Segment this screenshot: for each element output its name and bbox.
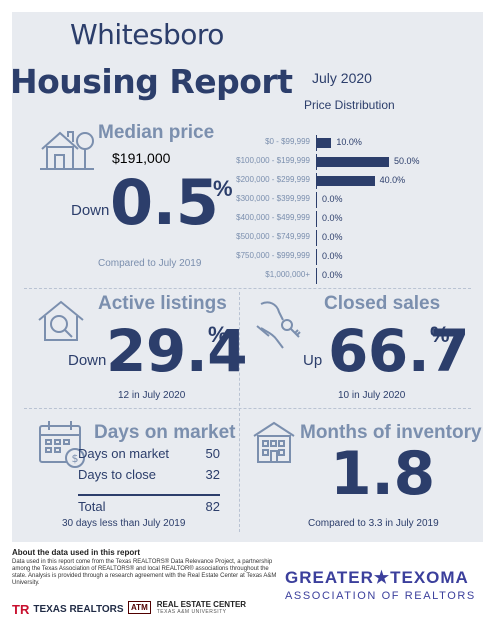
- closed-sales-note: 10 in July 2020: [338, 390, 406, 401]
- price-bar-axis: [316, 230, 317, 246]
- dom-total-row: Total 82: [78, 494, 220, 520]
- atm-mark: ATM: [128, 601, 151, 614]
- assoc-line2: ASSOCIATION OF REALTORS: [285, 590, 476, 602]
- city-title: Whitesboro: [70, 18, 224, 51]
- divider-vertical: [239, 292, 240, 532]
- price-bar-label: $400,000 - $499,999: [236, 213, 310, 222]
- price-bar-label: $500,000 - $749,999: [236, 232, 310, 241]
- closed-sales-title: Closed sales: [324, 293, 441, 314]
- real-estate-center-text: REAL ESTATE CENTER: [156, 600, 247, 609]
- price-bar-value: 50.0%: [394, 156, 420, 166]
- price-bar-value: 0.0%: [322, 194, 343, 204]
- divider-top: [24, 288, 471, 289]
- house-tree-icon: [38, 125, 96, 173]
- price-bar-label: $1,000,000+: [265, 270, 310, 279]
- price-bar-axis: [316, 249, 317, 265]
- price-bar-row: $200,000 - $299,999 40.0%: [236, 173, 470, 189]
- price-bar-row: $1,000,000+ 0.0%: [240, 268, 470, 284]
- calendar-dollar-icon: $: [37, 418, 87, 470]
- price-bar-row: $100,000 - $199,999 50.0%: [236, 154, 470, 170]
- price-bar-label: $200,000 - $299,999: [236, 175, 310, 184]
- price-distribution-title: Price Distribution: [304, 98, 395, 112]
- days-on-market-note: 30 days less than July 2019: [62, 518, 186, 529]
- price-bar-row: $750,000 - $999,999 0.0%: [236, 249, 470, 265]
- price-bar-value: 0.0%: [322, 270, 343, 280]
- price-bar-axis: [316, 211, 317, 227]
- days-on-market-table: Days on market 50 Days to close 32 Total…: [78, 446, 220, 520]
- price-bar-row: $400,000 - $499,999 0.0%: [236, 211, 470, 227]
- days-on-market-title: Days on market: [94, 422, 236, 443]
- price-bar-value: 40.0%: [379, 175, 406, 185]
- dom-row-value: 32: [205, 467, 220, 482]
- greater-texoma-logo: GREATER★TEXOMA ASSOCIATION OF REALTORS: [285, 568, 476, 612]
- price-bar-value: 10.0%: [336, 137, 362, 147]
- closed-sales-change: 66.7: [328, 317, 470, 385]
- price-bar-value: 0.0%: [322, 251, 343, 261]
- median-price-direction: Down: [71, 202, 110, 219]
- months-inventory-title: Months of inventory: [300, 422, 482, 443]
- dom-row-label: Days to close: [78, 467, 157, 482]
- price-bar-axis: [316, 192, 317, 208]
- dom-row: Days to close 32: [78, 467, 220, 488]
- about-text: Data used in this report come from the T…: [12, 559, 277, 586]
- real-estate-center-sub: TEXAS A&M UNIVERSITY: [156, 609, 227, 615]
- report-title: Housing Report: [10, 62, 293, 101]
- price-bar-axis: [316, 268, 317, 284]
- about-title: About the data used in this report: [12, 548, 141, 557]
- price-bar-axis: [316, 154, 317, 170]
- price-bar-label: $100,000 - $199,999: [236, 156, 310, 165]
- price-bar: [317, 157, 389, 167]
- price-bar-label: $750,000 - $999,999: [236, 251, 310, 260]
- house-magnifier-icon: [36, 298, 86, 344]
- closed-sales-percent: %: [430, 322, 450, 347]
- median-price-title: Median price: [98, 122, 215, 143]
- price-bar-row: $0 - $99,999 10.0%: [240, 135, 470, 151]
- assoc-line1: GREATER★TEXOMA: [285, 568, 469, 587]
- closed-sales-direction: Up: [303, 352, 323, 369]
- svg-text:$: $: [72, 452, 79, 465]
- building-icon: [250, 420, 298, 464]
- dom-row-label: Days on market: [78, 446, 170, 461]
- price-bar: [317, 138, 332, 148]
- price-bar-axis: [316, 173, 317, 189]
- active-listings-percent: %: [208, 322, 228, 347]
- texas-realtors-mark: TR: [12, 602, 30, 617]
- price-bar: [317, 176, 375, 186]
- hand-keys-icon: [255, 298, 305, 350]
- months-inventory-value: 1.8: [330, 439, 435, 509]
- price-bar-value: 0.0%: [322, 213, 343, 223]
- active-listings-change: 29.4: [106, 317, 248, 385]
- dom-total-value: 82: [205, 499, 220, 514]
- median-price-value: $191,000: [112, 150, 171, 166]
- price-bar-row: $500,000 - $749,999 0.0%: [236, 230, 470, 246]
- texas-realtors-text: TEXAS REALTORS: [33, 604, 124, 615]
- price-bar-value: 0.0%: [322, 232, 343, 242]
- active-listings-direction: Down: [68, 352, 107, 369]
- active-listings-title: Active listings: [98, 293, 227, 314]
- active-listings-note: 12 in July 2020: [118, 390, 186, 401]
- price-bar-row: $300,000 - $399,999 0.0%: [236, 192, 470, 208]
- price-bar-axis: [316, 135, 317, 151]
- dom-row: Days on market 50: [78, 446, 220, 467]
- median-price-change: 0.5: [110, 166, 219, 239]
- dom-total-label: Total: [78, 499, 106, 514]
- divider-middle: [24, 408, 471, 409]
- price-bar-label: $0 - $99,999: [265, 137, 310, 146]
- months-inventory-note: Compared to 3.3 in July 2019: [308, 518, 439, 529]
- median-price-percent: %: [213, 176, 233, 201]
- price-bar-label: $300,000 - $399,999: [236, 194, 310, 203]
- median-price-note: Compared to July 2019: [98, 258, 202, 269]
- report-panel: [12, 12, 483, 542]
- real-estate-center-logo: ATM REAL ESTATE CENTER TEXAS A&M UNIVERS…: [128, 600, 246, 615]
- texas-realtors-logo: TR TEXAS REALTORS: [12, 602, 124, 617]
- report-month: July 2020: [312, 70, 372, 86]
- dom-row-value: 50: [205, 446, 220, 461]
